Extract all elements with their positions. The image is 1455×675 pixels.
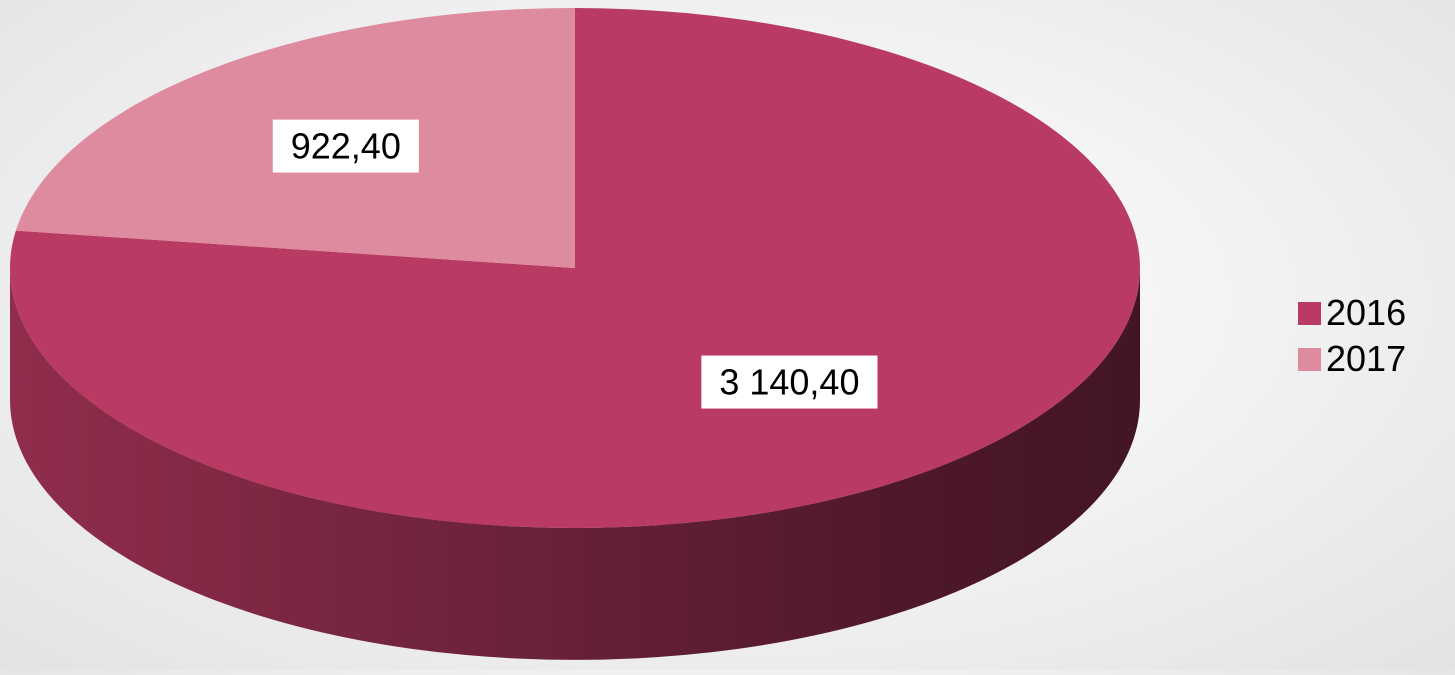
data-label-2017: 922,40 — [272, 119, 419, 173]
legend-swatch-2016 — [1298, 301, 1321, 325]
data-label-2016: 3 140,40 — [701, 355, 878, 409]
legend-item-2016: 2016 — [1298, 290, 1406, 336]
data-label-text-2017: 922,40 — [291, 126, 401, 167]
pie-side-wall — [10, 268, 1140, 660]
legend-label-2016: 2016 — [1326, 292, 1407, 333]
legend-item-2017: 2017 — [1298, 336, 1406, 382]
data-label-box-2017 — [272, 119, 419, 173]
legend-swatch-2017 — [1298, 347, 1321, 371]
data-label-box-2016 — [701, 355, 878, 409]
data-label-text-2016: 3 140,40 — [719, 362, 859, 403]
chart-legend: 2016 2017 — [1298, 290, 1406, 382]
legend-label-2017: 2017 — [1326, 338, 1407, 379]
